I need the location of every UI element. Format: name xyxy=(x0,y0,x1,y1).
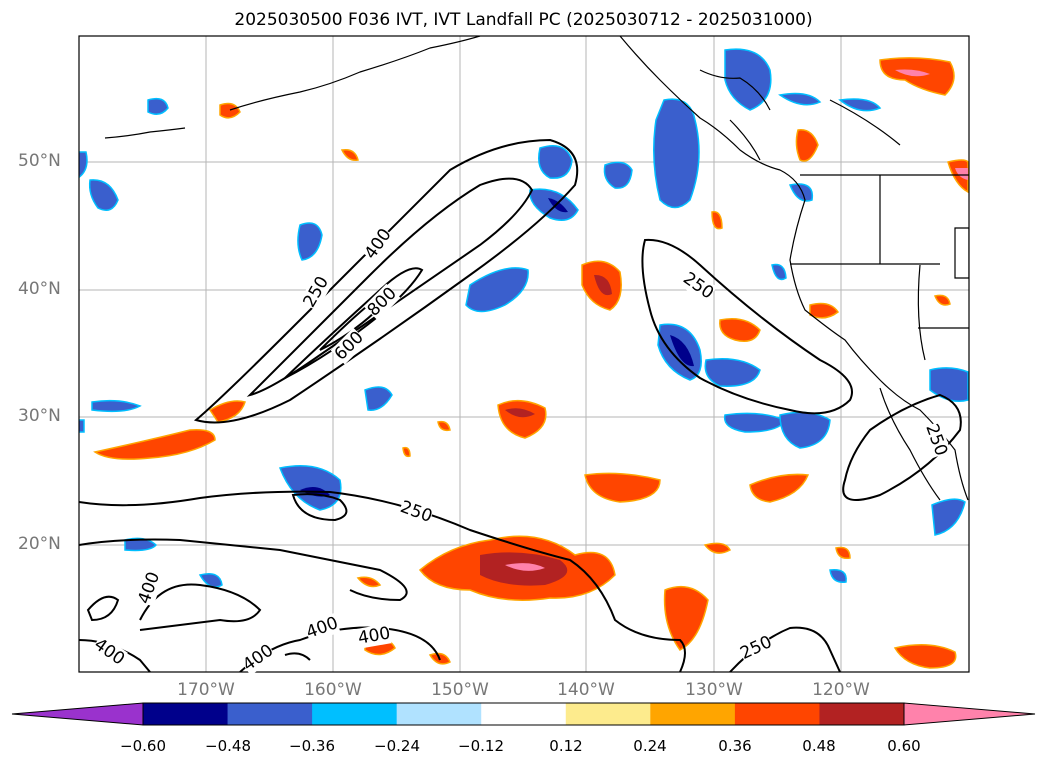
colorbar-tick-label: −0.12 xyxy=(458,737,504,755)
colorbar-swatch xyxy=(227,703,313,725)
colorbar-tick-label: −0.36 xyxy=(289,737,335,755)
colorbar-left-extend xyxy=(11,702,144,726)
colorbar-swatch xyxy=(565,703,651,725)
colorbar-swatch xyxy=(312,703,398,725)
colorbar-swatch xyxy=(650,703,736,725)
colorbar-tick-label: 0.12 xyxy=(549,737,583,755)
colorbar xyxy=(143,703,905,725)
lat-label: 50°N xyxy=(18,151,61,171)
colorbar-tick-label: −0.48 xyxy=(205,737,251,755)
colorbar-tick-label: 0.24 xyxy=(633,737,667,755)
colorbar-tick-label: 0.36 xyxy=(718,737,752,755)
colorbar-right-extend xyxy=(903,702,1036,726)
map-title: 2025030500 F036 IVT, IVT Landfall PC (20… xyxy=(234,10,813,30)
colorbar-tick-label: −0.24 xyxy=(374,737,420,755)
lon-label: 150°W xyxy=(431,680,489,700)
colorbar-swatch xyxy=(819,703,905,725)
lon-label: 160°W xyxy=(304,680,362,700)
colorbar-tick-label: 0.48 xyxy=(802,737,836,755)
colorbar-swatch xyxy=(734,703,820,725)
lon-label: 130°W xyxy=(685,680,743,700)
colorbar-frame xyxy=(142,702,905,726)
positive-ivt-shading xyxy=(93,57,969,669)
lat-label: 30°N xyxy=(18,406,61,426)
coastlines xyxy=(104,36,969,501)
colorbar-swatch xyxy=(481,703,567,725)
colorbar-tick-label: 0.60 xyxy=(887,737,921,755)
colorbar-swatch xyxy=(143,703,229,725)
lon-label: 120°W xyxy=(812,680,870,700)
lat-label: 20°N xyxy=(18,534,61,554)
lon-label: 170°W xyxy=(177,680,235,700)
colorbar-swatch xyxy=(396,703,482,725)
lon-label: 140°W xyxy=(557,680,615,700)
map-border xyxy=(78,35,970,673)
lat-label: 40°N xyxy=(18,279,61,299)
colorbar-tick-label: −0.60 xyxy=(120,737,166,755)
